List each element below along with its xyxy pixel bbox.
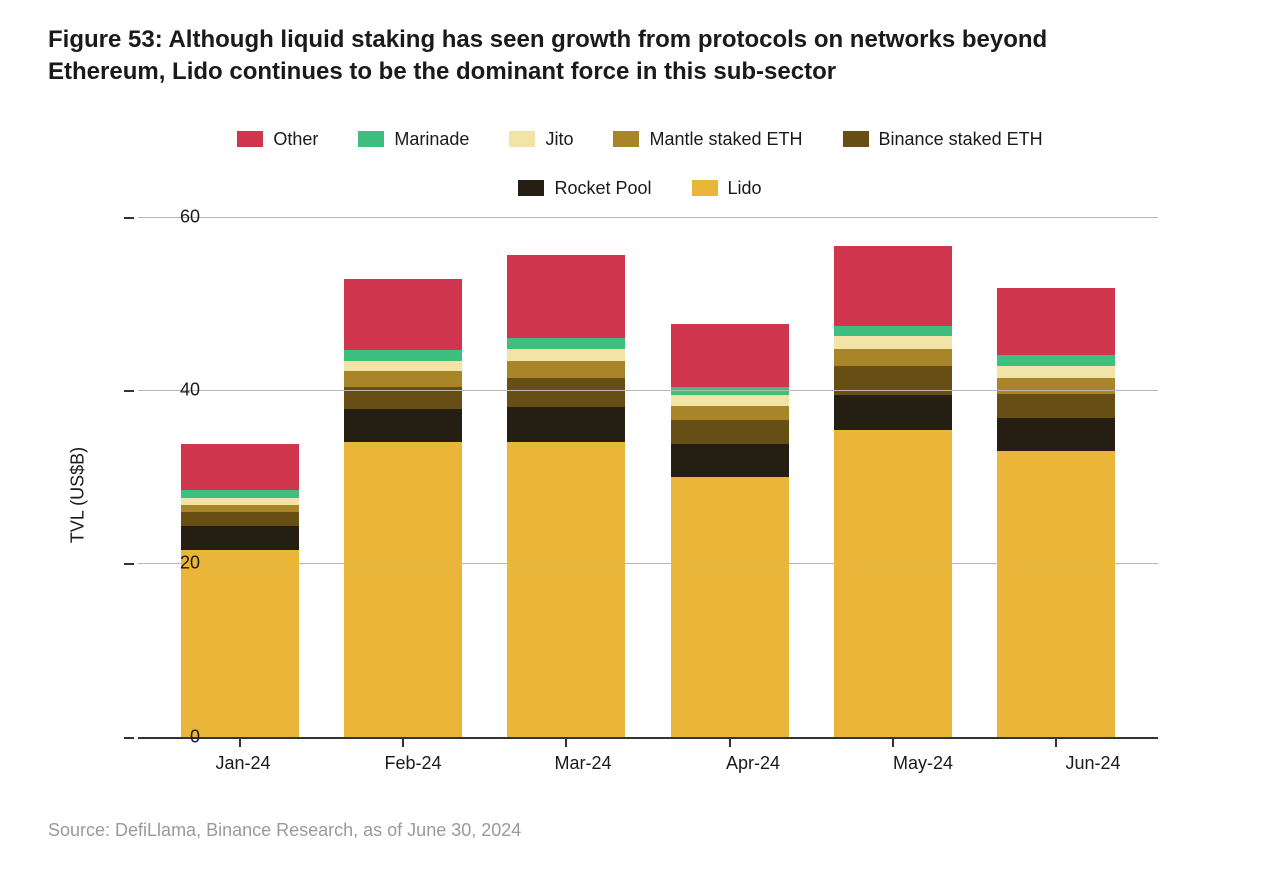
legend-swatch	[843, 131, 869, 147]
bar-segment	[181, 526, 299, 549]
x-tick-label: Mar-24	[524, 753, 642, 774]
bar	[181, 444, 299, 737]
legend-item: Jito	[509, 129, 573, 150]
bar-segment	[834, 349, 952, 366]
x-tick	[729, 737, 731, 747]
bar-segment	[997, 378, 1115, 394]
x-tick-label: Apr-24	[694, 753, 812, 774]
bar-segment	[834, 246, 952, 326]
bar-segment	[344, 371, 462, 387]
bar	[834, 246, 952, 736]
y-tick-label: 0	[190, 726, 200, 747]
x-tick	[892, 737, 894, 747]
legend-label: Jito	[545, 129, 573, 150]
bar-segment	[834, 326, 952, 336]
chart-area: TVL (US$B) Jan-24Feb-24Mar-24Apr-24May-2…	[138, 217, 1232, 774]
y-tick	[124, 737, 134, 739]
bar-segment	[344, 361, 462, 371]
legend-swatch	[613, 131, 639, 147]
legend-item: Binance staked ETH	[843, 129, 1043, 150]
bar-segment	[507, 378, 625, 407]
chart-plot	[138, 217, 1158, 739]
bar-segment	[834, 395, 952, 430]
bar-segment	[507, 361, 625, 378]
gridline	[138, 217, 1158, 218]
bar-segment	[181, 490, 299, 499]
legend-swatch	[509, 131, 535, 147]
y-axis-label: TVL (US$B)	[68, 447, 89, 543]
bar-segment	[507, 442, 625, 737]
legend-item: Marinade	[358, 129, 469, 150]
bar	[997, 288, 1115, 737]
x-tick	[239, 737, 241, 747]
bar-segment	[671, 324, 789, 386]
source-note: Source: DefiLlama, Binance Research, as …	[48, 820, 521, 841]
legend-label: Rocket Pool	[554, 178, 651, 199]
bar-segment	[671, 444, 789, 477]
bar-segment	[997, 366, 1115, 378]
legend-swatch	[358, 131, 384, 147]
bar-segment	[507, 255, 625, 338]
y-tick-label: 20	[180, 553, 200, 574]
bar-segment	[671, 406, 789, 420]
bar-segment	[671, 477, 789, 737]
figure-title: Figure 53: Although liquid staking has s…	[48, 24, 1148, 89]
x-tick-label: Jan-24	[184, 753, 302, 774]
bar-segment	[507, 338, 625, 348]
legend-item: Mantle staked ETH	[613, 129, 802, 150]
y-tick	[124, 390, 134, 392]
x-tick	[1055, 737, 1057, 747]
legend-label: Mantle staked ETH	[649, 129, 802, 150]
chart-bars	[138, 217, 1158, 737]
gridline	[138, 390, 1158, 391]
bar-segment	[507, 407, 625, 442]
bar	[671, 324, 789, 736]
bar	[507, 255, 625, 737]
x-tick	[402, 737, 404, 747]
bar-segment	[344, 279, 462, 350]
bar-segment	[181, 505, 299, 513]
y-tick-label: 60	[180, 206, 200, 227]
legend-label: Other	[273, 129, 318, 150]
y-tick	[124, 217, 134, 219]
bar-segment	[671, 420, 789, 444]
legend-swatch	[518, 180, 544, 196]
x-axis-labels: Jan-24 Feb-24 Mar-24 Apr-24 May-24 Jun-24	[138, 739, 1198, 774]
bar-segment	[997, 418, 1115, 451]
legend-item: Rocket Pool	[518, 178, 651, 199]
bar-segment	[834, 336, 952, 348]
bar-segment	[997, 451, 1115, 737]
legend-item: Lido	[692, 178, 762, 199]
y-tick	[124, 563, 134, 565]
legend-swatch	[237, 131, 263, 147]
chart-legend: Other Marinade Jito Mantle staked ETH Binanc…	[200, 129, 1080, 199]
bar	[344, 279, 462, 737]
bar-segment	[834, 430, 952, 737]
x-tick-label: Jun-24	[1034, 753, 1152, 774]
bar-segment	[181, 444, 299, 490]
bar-segment	[181, 512, 299, 526]
legend-row: Rocket Pool Lido	[200, 178, 1080, 199]
y-tick-label: 40	[180, 380, 200, 401]
bar-segment	[997, 394, 1115, 418]
legend-row: Other Marinade Jito Mantle staked ETH Binanc…	[200, 129, 1080, 150]
x-tick-label: Feb-24	[354, 753, 472, 774]
legend-label: Marinade	[394, 129, 469, 150]
x-tick-label: May-24	[864, 753, 982, 774]
legend-swatch	[692, 180, 718, 196]
bar-segment	[344, 350, 462, 360]
bar-segment	[997, 288, 1115, 356]
bar-segment	[344, 409, 462, 442]
x-tick	[565, 737, 567, 747]
gridline	[138, 563, 1158, 564]
bar-segment	[997, 355, 1115, 365]
legend-label: Lido	[728, 178, 762, 199]
bar-segment	[344, 442, 462, 737]
legend-label: Binance staked ETH	[879, 129, 1043, 150]
legend-item: Other	[237, 129, 318, 150]
bar-segment	[671, 395, 789, 405]
bar-segment	[181, 550, 299, 737]
figure-container: Figure 53: Although liquid staking has s…	[0, 0, 1280, 869]
bar-segment	[507, 349, 625, 361]
